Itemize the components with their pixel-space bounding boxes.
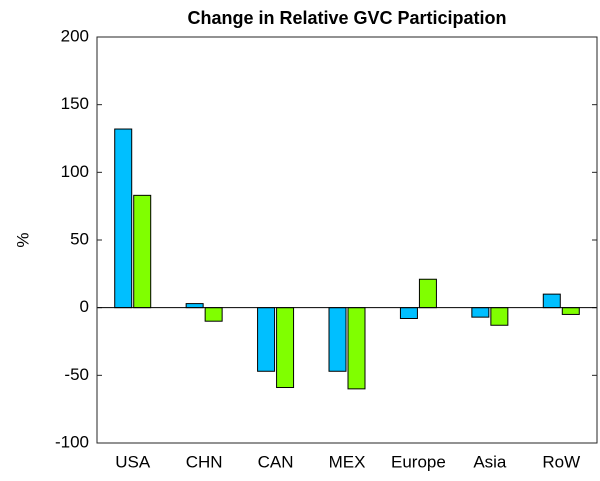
bar: [542, 293, 561, 309]
y-tick-label: 50: [70, 229, 89, 248]
y-tick-label: 0: [80, 297, 89, 316]
axes-box: [96, 36, 598, 444]
x-tick-label: Asia: [473, 452, 507, 471]
y-axis-label: %: [13, 232, 32, 247]
y-tick-label: 200: [61, 26, 89, 45]
bar: [490, 307, 509, 326]
x-tick-label: CHN: [186, 452, 223, 471]
bar: [114, 128, 133, 309]
bar: [399, 307, 418, 319]
y-tick-label: -100: [55, 432, 89, 451]
bar: [204, 307, 223, 322]
bar: [185, 303, 204, 309]
bar: [418, 278, 437, 309]
x-tick-label: Europe: [391, 452, 446, 471]
y-tick-label: -50: [64, 365, 89, 384]
bar: [276, 307, 295, 389]
chart-title: Change in Relative GVC Participation: [187, 8, 506, 28]
bar: [347, 307, 366, 390]
x-tick-label: MEX: [329, 452, 366, 471]
x-tick-label: CAN: [258, 452, 294, 471]
bar: [471, 307, 490, 318]
y-tick-label: 100: [61, 162, 89, 181]
x-tick-label: USA: [115, 452, 151, 471]
y-tick-label: 150: [61, 94, 89, 113]
x-tick-label: RoW: [542, 452, 580, 471]
bar: [328, 307, 347, 372]
bar: [133, 194, 152, 309]
bar: [257, 307, 276, 372]
plot-area: [97, 37, 597, 443]
bar: [561, 307, 580, 315]
